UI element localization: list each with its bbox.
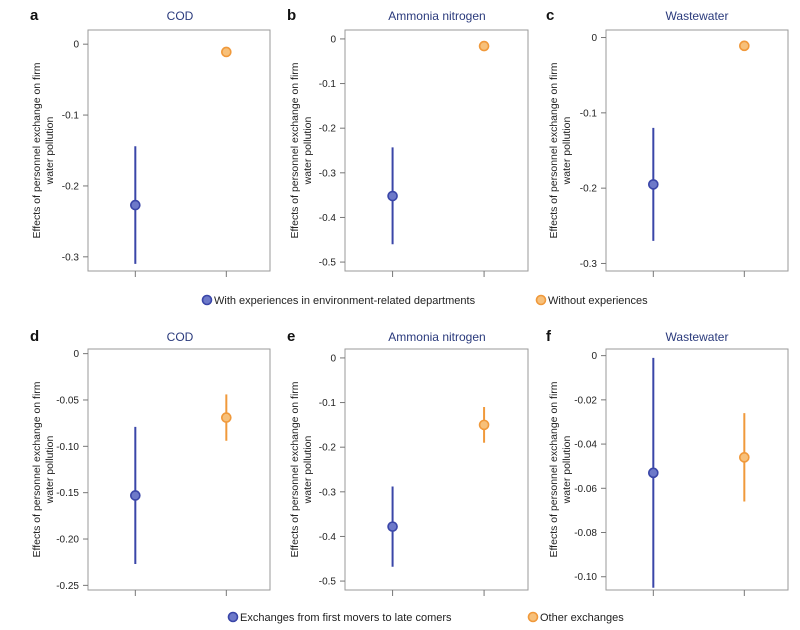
data-point	[221, 412, 232, 423]
y-axis-label: Effects of personnel exchange on firmwat…	[31, 381, 56, 557]
legend: With experiences in environment-related …	[201, 294, 648, 307]
legend-marker	[535, 294, 547, 306]
y-tick-label: 0	[73, 40, 79, 51]
y-tick-label: -0.3	[580, 259, 598, 270]
panel-a: a COD Effects of personnel exchange on fir…	[30, 7, 271, 277]
y-tick-label: -0.1	[580, 108, 598, 119]
y-tick-label: -0.06	[574, 484, 597, 495]
y-axis-label: Effects of personnel exchange on firmwat…	[31, 62, 56, 238]
plot-frame	[87, 348, 271, 591]
data-point	[478, 419, 490, 431]
panel-letter: c	[546, 7, 554, 24]
y-tick-label: -0.2	[319, 443, 337, 454]
panel-c: c Wastewater Effects of personnel exchange…	[546, 7, 789, 277]
data-point	[221, 46, 232, 58]
y-tick-label: -0.2	[319, 124, 337, 135]
y-tick-label: -0.05	[56, 395, 79, 406]
y-axis-label: Effects of personnel exchange on firmwat…	[548, 62, 573, 238]
y-tick-label: -0.1	[319, 79, 337, 90]
y-tick-label: -0.04	[574, 440, 597, 451]
panel-e: e Ammonia nitrogen Effects of personnel ex…	[287, 328, 529, 596]
panel-title: Ammonia nitrogen	[388, 330, 485, 344]
data-point	[130, 490, 141, 501]
legend-label: With experiences in environment-related …	[214, 295, 476, 307]
plot-frame	[605, 29, 789, 272]
y-tick-label: 0	[73, 349, 79, 360]
y-axis-label: Effects of personnel exchange on firmwat…	[289, 62, 314, 238]
panel-b: b Ammonia nitrogen Effects of personnel ex…	[287, 7, 529, 277]
y-tick-label: 0	[330, 353, 336, 364]
data-point	[130, 199, 141, 211]
plot-frame	[605, 348, 789, 591]
plot-frame	[87, 29, 271, 272]
legend-label: Other exchanges	[540, 612, 624, 624]
legend-marker	[227, 611, 239, 623]
y-tick-label: -0.2	[62, 181, 80, 192]
y-axis-label: Effects of personnel exchange on firmwat…	[548, 381, 573, 557]
legend-label: Without experiences	[548, 295, 648, 307]
panel-letter: e	[287, 328, 295, 345]
panel-letter: d	[30, 328, 39, 345]
y-tick-label: 0	[591, 33, 597, 44]
panel-letter: f	[546, 328, 552, 345]
y-tick-label: -0.4	[319, 532, 337, 543]
data-point	[648, 179, 659, 190]
legend-label: Exchanges from first movers to late come…	[240, 612, 452, 624]
panel-title: Wastewater	[666, 330, 729, 344]
y-tick-label: -0.3	[319, 487, 337, 498]
legend: Exchanges from first movers to late come…	[227, 611, 624, 624]
y-tick-label: -0.25	[56, 581, 79, 592]
data-point	[478, 40, 490, 52]
y-tick-label: -0.1	[319, 398, 337, 409]
y-tick-label: 0	[591, 351, 597, 362]
y-tick-label: -0.2	[580, 184, 598, 195]
data-point	[739, 40, 750, 52]
panel-d: d COD Effects of personnel exchange on fir…	[30, 328, 271, 596]
panel-f: f Wastewater Effects of personnel exchange…	[546, 328, 789, 596]
y-tick-label: -0.08	[574, 528, 597, 539]
y-tick-label: -0.15	[56, 488, 79, 499]
y-axis-label: Effects of personnel exchange on firmwat…	[289, 381, 314, 557]
y-tick-label: 0	[330, 34, 336, 45]
y-tick-label: -0.4	[319, 213, 337, 224]
plot-frame	[344, 348, 529, 591]
y-tick-label: -0.1	[62, 111, 80, 122]
panel-letter: b	[287, 7, 296, 24]
y-tick-label: -0.10	[56, 442, 79, 453]
y-tick-label: -0.10	[574, 572, 597, 583]
y-tick-label: -0.3	[319, 168, 337, 179]
y-tick-label: -0.02	[574, 395, 597, 406]
panel-title: Wastewater	[666, 9, 729, 23]
plot-frame	[344, 29, 529, 272]
panel-letter: a	[30, 7, 39, 24]
y-tick-label: -0.5	[319, 577, 337, 588]
panel-title: COD	[167, 330, 194, 344]
legend-marker	[527, 611, 539, 623]
y-tick-label: -0.3	[62, 252, 80, 263]
data-point	[387, 521, 398, 532]
y-tick-label: -0.5	[319, 258, 337, 269]
data-point	[387, 190, 398, 202]
legend-marker	[201, 294, 213, 306]
panel-title: Ammonia nitrogen	[388, 9, 485, 23]
data-point	[739, 452, 750, 463]
y-tick-label: -0.20	[56, 535, 79, 546]
data-point	[648, 467, 659, 479]
panel-title: COD	[167, 9, 194, 23]
